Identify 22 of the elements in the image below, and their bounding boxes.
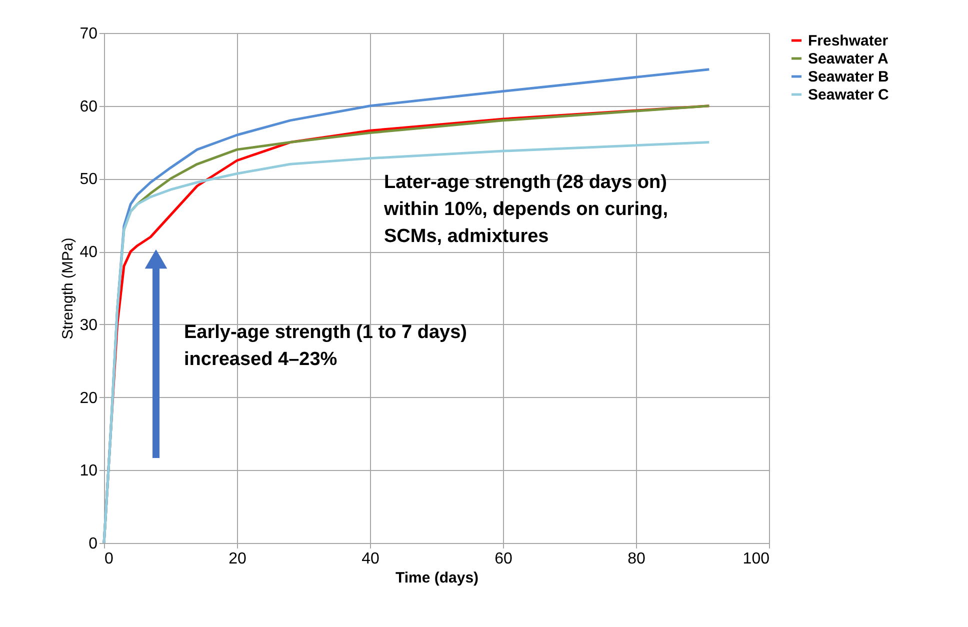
- legend-label: Seawater B: [808, 68, 890, 86]
- legend-label: Seawater A: [808, 50, 888, 68]
- x-tick-label: 80: [628, 550, 646, 568]
- legend-label: Seawater C: [808, 86, 890, 104]
- annotation: Early-age strength (1 to 7 days) increased 4–23%: [184, 322, 467, 370]
- y-tick-label: 70: [80, 26, 98, 42]
- x-tick-label: 60: [494, 550, 512, 568]
- y-tick-label: 0: [88, 536, 98, 552]
- x-tick-label: 20: [228, 550, 246, 568]
- x-axis-title: Time (days): [395, 570, 479, 586]
- y-axis-title: Strength (MPa): [60, 238, 77, 340]
- annotation: Later-age strength (28 days on) within 10%, depends on curing, SCMs, admixtures: [383, 172, 668, 247]
- y-tick-label: 60: [80, 98, 98, 116]
- y-tick-label: 20: [80, 390, 98, 407]
- x-tick-label: 0: [104, 550, 114, 568]
- x-tick-label: 100: [742, 550, 770, 568]
- x-tick-label: 40: [362, 550, 380, 568]
- legend-label: Freshwater: [808, 32, 888, 50]
- y-tick-label: 50: [80, 171, 98, 188]
- y-tick-label: 40: [80, 244, 98, 262]
- y-tick-label: 10: [80, 462, 98, 480]
- y-tick-label: 30: [80, 316, 98, 334]
